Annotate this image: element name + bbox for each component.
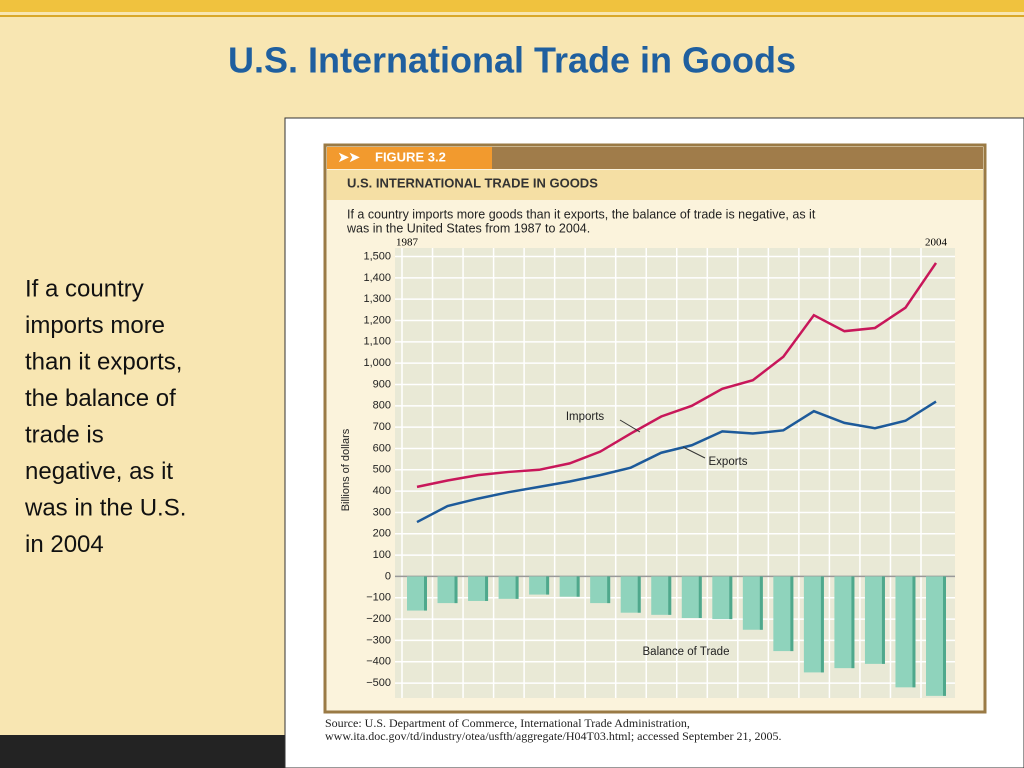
bar [620, 576, 641, 613]
y-tick-label: 1,000 [363, 357, 391, 369]
y-tick-label: 700 [373, 421, 391, 433]
bar [712, 576, 733, 620]
y-tick-label: 500 [373, 464, 391, 476]
bar [895, 576, 916, 688]
bar-edge [851, 576, 855, 669]
bar-edge [790, 576, 794, 652]
title-band [327, 170, 983, 200]
bar-edge [729, 576, 733, 620]
body-line: in 2004 [25, 531, 104, 558]
series-label: Exports [709, 456, 748, 468]
bar-edge [637, 576, 641, 613]
y-tick-label: −200 [366, 613, 391, 625]
bar [529, 576, 550, 595]
bar-edge [424, 576, 427, 611]
y-tick-label: 1,300 [363, 293, 391, 305]
top-band [0, 0, 1024, 12]
y-tick-label: 0 [385, 570, 391, 582]
y-tick-label: 300 [373, 506, 391, 518]
bar [681, 576, 702, 619]
bar [498, 576, 519, 599]
y-tick-label: −300 [366, 634, 391, 646]
series-label: Balance of Trade [643, 646, 730, 658]
bar [773, 576, 794, 652]
bar [468, 576, 489, 601]
source: Source: U.S. Department of Commerce, Int… [325, 716, 690, 730]
y-axis-label: Billions of dollars [340, 428, 352, 511]
bar-edge [485, 576, 489, 601]
bar [651, 576, 672, 615]
y-tick-label: −500 [366, 677, 391, 689]
y-tick-label: 100 [373, 549, 391, 561]
bar-edge [759, 576, 763, 630]
bar [437, 576, 458, 604]
subtitle: If a country imports more goods than it … [347, 207, 816, 221]
y-tick-label: 1,200 [363, 314, 391, 326]
chart-title: U.S. INTERNATIONAL TRADE IN GOODS [347, 175, 598, 190]
body-line: imports more [25, 312, 165, 339]
line [416, 400, 937, 524]
bar [834, 576, 855, 669]
body-line: If a country [25, 275, 144, 302]
bar [590, 576, 611, 604]
bar [864, 576, 885, 664]
bar-edge [454, 576, 458, 604]
y-tick-label: 800 [373, 400, 391, 412]
bar-edge [820, 576, 824, 673]
body-line: the balance of [25, 385, 176, 412]
bar [803, 576, 824, 673]
series-label: Imports [566, 411, 605, 423]
year-label: 1987 [396, 237, 419, 249]
source: www.ita.doc.gov/td/industry/otea/usfth/a… [325, 729, 781, 743]
y-tick-label: 1,500 [363, 250, 391, 262]
y-tick-label: 1,100 [363, 336, 391, 348]
leader-line [682, 446, 706, 459]
bar-edge [546, 576, 550, 595]
bar-edge [668, 576, 672, 615]
bar-edge [515, 576, 519, 599]
bar [559, 576, 580, 597]
y-tick-label: 900 [373, 378, 391, 390]
bar-edge [881, 576, 885, 664]
body-line: negative, as it [25, 458, 173, 485]
body-line: was in the U.S. [24, 494, 186, 521]
bottom-band [0, 735, 290, 768]
bar-edge [698, 576, 702, 619]
y-tick-label: 600 [373, 442, 391, 454]
bar [407, 576, 427, 611]
bar [742, 576, 763, 630]
bar-edge [576, 576, 580, 597]
figure-tab [327, 147, 492, 169]
body-line: trade is [25, 421, 104, 448]
figure-label: FIGURE 3.2 [375, 149, 446, 164]
y-tick-label: −400 [366, 656, 391, 668]
arrows: ➤➤ [338, 149, 360, 164]
slide-title: U.S. International Trade in Goods [228, 40, 796, 81]
body-line: than it exports, [25, 348, 182, 375]
line [416, 262, 938, 489]
bar-edge [607, 576, 611, 604]
bar [926, 576, 946, 696]
y-tick-label: 200 [373, 528, 391, 540]
bar-edge [943, 576, 946, 696]
leader-line [619, 419, 641, 433]
bar-edge [912, 576, 916, 688]
y-tick-label: 1,400 [363, 272, 391, 284]
subtitle: was in the United States from 1987 to 20… [346, 221, 590, 235]
y-tick-label: 400 [373, 485, 391, 497]
year-label: 2004 [925, 237, 948, 249]
y-tick-label: −100 [366, 592, 391, 604]
